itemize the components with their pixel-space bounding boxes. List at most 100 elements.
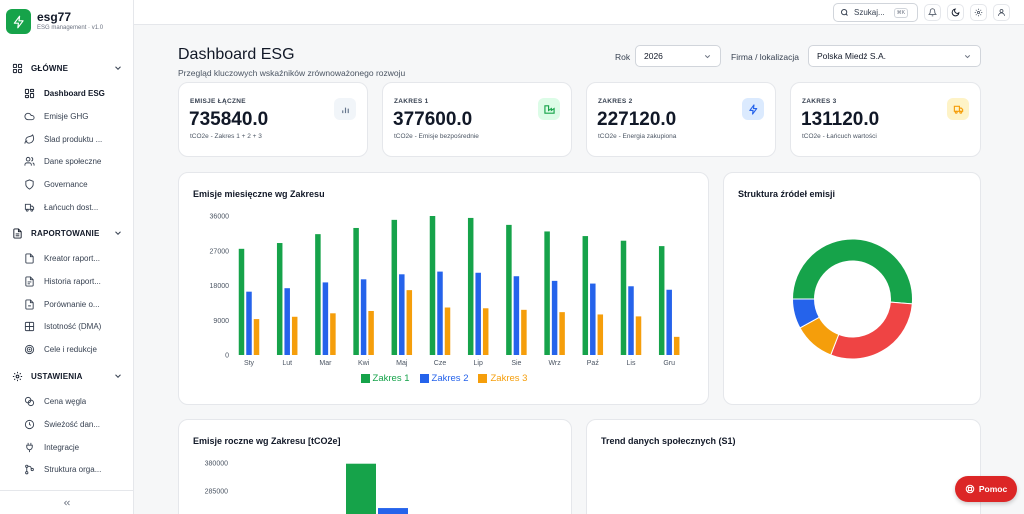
sidebar-item-cena-wegla[interactable]: Cena węgla <box>23 392 127 410</box>
chart-legend: Zakres 1 Zakres 2 Zakres 3 <box>179 373 709 384</box>
annual-bar-1[interactable] <box>346 463 376 514</box>
bar-zakres-2-paź[interactable] <box>590 283 596 355</box>
bar-zakres-1-gru[interactable] <box>658 246 665 355</box>
bar-zakres-3-lis[interactable] <box>635 316 642 355</box>
bar-zakres-3-lut[interactable] <box>291 316 298 355</box>
bar-zakres-1-mar[interactable] <box>315 234 321 355</box>
search-box[interactable]: Szukaj... ⌘K <box>833 3 918 22</box>
sidebar-item-emisje-ghg[interactable]: Emisje GHG <box>23 107 127 125</box>
y-tick-label: 36000 <box>210 214 230 221</box>
donut-slice-1[interactable] <box>830 301 913 360</box>
bar-zakres-2-gru[interactable] <box>666 289 672 355</box>
bar-zakres-1-sie[interactable] <box>506 224 512 355</box>
company-value: Polska Miedź S.A. <box>817 51 886 61</box>
coins-icon <box>23 395 35 407</box>
kpi-card-scope2[interactable]: ZAKRES 2 227120.0 tCO2e - Energia zakupi… <box>586 82 776 157</box>
bar-zakres-1-sty[interactable] <box>238 248 245 355</box>
bar-zakres-1-cze[interactable] <box>429 216 436 355</box>
sidebar-item-integracje[interactable]: Integracje <box>23 438 127 456</box>
section-ustawienia[interactable]: USTAWIENIA <box>11 368 123 384</box>
sidebar-item-cele-redukcje[interactable]: Cele i redukcje <box>23 340 127 358</box>
section-label: GŁÓWNE <box>31 63 69 73</box>
monthly-emissions-chart: 36000 27000 18000 9000 0 Sty Lut Mar Kwi Maj Cze Li… <box>210 214 680 367</box>
bar-zakres-3-maj[interactable] <box>406 290 413 355</box>
chevron-down-icon <box>115 374 121 378</box>
help-button[interactable]: Pomoc <box>955 476 1017 502</box>
section-label: RAPORTOWANIE <box>31 228 100 238</box>
bar-zakres-1-maj[interactable] <box>391 219 398 355</box>
bar-chart-icon <box>334 98 356 120</box>
page-subtitle: Przegląd kluczowych wskaźników zrównoważ… <box>178 68 406 78</box>
sidebar-item-istotnosc-dma[interactable]: Istotność (DMA) <box>23 317 127 335</box>
x-tick-label: Kwi <box>358 360 370 367</box>
bar-zakres-2-sty[interactable] <box>246 291 252 355</box>
legend-item[interactable]: Zakres 1 <box>360 373 410 384</box>
bar-zakres-3-cze[interactable] <box>444 307 451 355</box>
sidebar-item-lancuch-dostaw[interactable]: Łańcuch dost... <box>23 198 127 216</box>
sidebar-item-kreator-raportow[interactable]: Kreator raport... <box>23 249 127 267</box>
bar-zakres-2-kwi[interactable] <box>360 279 367 355</box>
user-button[interactable] <box>993 4 1010 21</box>
bar-zakres-1-lis[interactable] <box>620 240 627 355</box>
kpi-label: ZAKRES 1 <box>394 98 429 105</box>
bar-zakres-1-wrz[interactable] <box>544 231 550 355</box>
section-raportowanie[interactable]: RAPORTOWANIE <box>11 225 123 241</box>
legend-label: Zakres 2 <box>431 373 469 384</box>
bar-zakres-3-wrz[interactable] <box>559 312 565 355</box>
sidebar-item-dashboard[interactable]: Dashboard ESG <box>23 84 127 102</box>
page-title: Dashboard ESG <box>178 46 295 63</box>
legend-item[interactable]: Zakres 2 <box>419 373 469 384</box>
bar-zakres-1-paź[interactable] <box>582 236 589 355</box>
bar-zakres-2-maj[interactable] <box>399 274 405 355</box>
bar-zakres-2-sie[interactable] <box>513 276 520 355</box>
theme-toggle-button[interactable] <box>947 4 964 21</box>
bar-zakres-3-mar[interactable] <box>330 313 336 355</box>
card-title: Trend danych społecznych (S1) <box>601 436 736 446</box>
year-select[interactable]: 2026 <box>635 45 721 67</box>
chevron-down-icon <box>115 66 121 70</box>
bar-zakres-2-lut[interactable] <box>284 288 290 355</box>
bar-zakres-2-lis[interactable] <box>628 286 634 355</box>
sidebar-item-swiezosc-danych[interactable]: Świeżość dan... <box>23 415 127 433</box>
brand[interactable]: esg77 ESG management · v1.0 <box>6 9 103 34</box>
bar-zakres-2-mar[interactable] <box>322 282 329 355</box>
collapse-sidebar-button[interactable] <box>0 490 133 514</box>
company-select[interactable]: Polska Miedź S.A. <box>808 45 981 67</box>
sidebar-item-historia-raportow[interactable]: Historia raport... <box>23 272 127 290</box>
bar-zakres-1-kwi[interactable] <box>353 227 359 355</box>
donut-slice-0[interactable] <box>791 238 913 305</box>
section-label: USTAWIENIA <box>31 371 83 381</box>
x-tick-label: Gru <box>663 360 675 367</box>
sidebar-item-slad-produktu[interactable]: Ślad produktu ... <box>23 130 127 148</box>
sidebar-item-struktura-organizacyjna[interactable]: Struktura orga... <box>23 460 127 478</box>
donut-slice-3[interactable] <box>791 298 820 329</box>
bar-zakres-1-lut[interactable] <box>276 243 283 355</box>
kpi-card-total[interactable]: EMISJE ŁĄCZNE 735840.0 tCO2e - Zakres 1 … <box>178 82 368 157</box>
sidebar-item-dane-spoleczne[interactable]: Dane społeczne <box>23 152 127 170</box>
annual-bar-2[interactable] <box>378 508 408 514</box>
bar-zakres-2-cze[interactable] <box>437 271 443 355</box>
kpi-card-scope1[interactable]: ZAKRES 1 377600.0 tCO2e - Emisje bezpośr… <box>382 82 572 157</box>
bar-zakres-3-sie[interactable] <box>521 309 527 355</box>
bell-icon <box>928 8 937 17</box>
bar-zakres-2-wrz[interactable] <box>551 280 558 355</box>
sidebar-item-governance[interactable]: Governance <box>23 175 127 193</box>
notifications-button[interactable] <box>924 4 941 21</box>
bar-zakres-3-lip[interactable] <box>482 308 489 355</box>
bar-zakres-3-gru[interactable] <box>673 336 680 355</box>
bar-zakres-2-lip[interactable] <box>475 272 481 355</box>
kpi-card-scope3[interactable]: ZAKRES 3 131120.0 tCO2e - Łańcuch wartoś… <box>790 82 981 157</box>
section-glowne[interactable]: GŁÓWNE <box>11 60 123 76</box>
sidebar-item-porownanie-okresow[interactable]: Porównanie o... <box>23 295 127 313</box>
legend-item[interactable]: Zakres 3 <box>478 373 527 384</box>
sidebar-item-label: Ślad produktu ... <box>44 134 103 144</box>
grid-check-icon <box>23 320 35 332</box>
bar-zakres-3-kwi[interactable] <box>368 310 374 355</box>
y-tick-label: 27000 <box>210 248 230 255</box>
settings-button[interactable] <box>970 4 987 21</box>
bar-zakres-3-paź[interactable] <box>597 314 604 355</box>
bar-zakres-1-lip[interactable] <box>467 217 474 355</box>
bar-zakres-3-sty[interactable] <box>253 319 260 355</box>
kpi-subtitle: tCO2e - Łańcuch wartości <box>802 133 877 140</box>
truck-icon <box>947 98 969 120</box>
